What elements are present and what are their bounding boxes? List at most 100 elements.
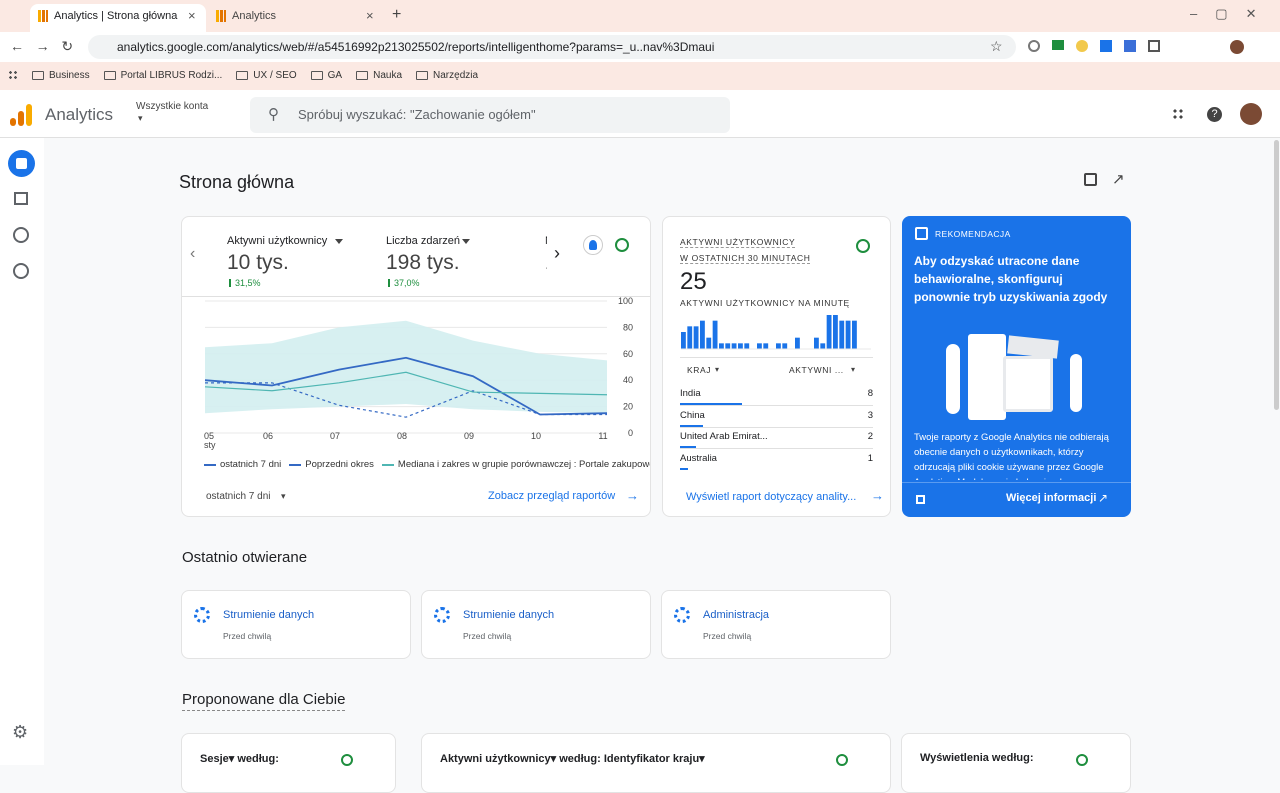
realtime-link[interactable]: Wyświetl raport dotyczący anality...	[686, 491, 857, 503]
metric-change: 31,5%	[235, 278, 261, 288]
insights-icon[interactable]: ↗	[1112, 171, 1125, 188]
reports-nav[interactable]	[14, 192, 28, 205]
advertising-nav[interactable]	[13, 263, 29, 279]
y-tick-label: 60	[623, 349, 633, 359]
up-arrow	[388, 279, 390, 287]
legend: ostatnich 7 dni Poprzedni okres Mediana i …	[204, 459, 650, 470]
metric-value: 198 tys.	[386, 251, 460, 274]
next-metrics[interactable]: ›	[554, 243, 560, 263]
bookmark-label[interactable]: Portal LIBRUS Rodzi...	[120, 69, 223, 81]
tab-active[interactable]	[30, 4, 206, 32]
overview-card: ‹ Aktywni użytkownicy 10 tys. 31,5% Liczba …	[181, 216, 651, 517]
recent-item-title[interactable]: Administracja	[703, 609, 770, 621]
bookmark-star[interactable]: ☆	[990, 38, 1003, 54]
bookmark[interactable]: UX / SEO	[236, 69, 297, 81]
rec-icon	[915, 227, 928, 240]
bookmark[interactable]: Portal LIBRUS Rodzi...	[103, 69, 223, 81]
address-bar[interactable]	[88, 35, 1016, 59]
recent-card[interactable]: Strumienie danych Przed chwilą	[421, 590, 651, 659]
avatar[interactable]	[1240, 103, 1262, 125]
gear-icon	[434, 607, 450, 623]
tab-title[interactable]: Analytics | Strona główna	[54, 10, 178, 22]
metric-value: 10 tys.	[227, 251, 289, 274]
suggested-card-title: Aktywni użytkownicy▾ według: Identyfikat…	[440, 753, 705, 765]
legend-item: Poprzedni okres	[289, 459, 374, 470]
col-country[interactable]: KRAJ	[687, 365, 712, 375]
link-arrow[interactable]: →	[871, 488, 884, 503]
suggested-card[interactable]: Wyświetlenia według:	[901, 733, 1131, 793]
search-box[interactable]	[250, 97, 730, 133]
country-users: 3	[867, 409, 873, 421]
suggested-card[interactable]: Sesje▾ według:	[181, 733, 396, 793]
metric-label[interactable]: Aktywni użytkownicy	[227, 235, 328, 247]
tab-close[interactable]: ×	[188, 8, 196, 23]
minute-bar	[776, 343, 781, 349]
bookmark[interactable]: Business	[32, 70, 90, 81]
link-arrow[interactable]: →	[626, 488, 639, 503]
recent-item-time: Przed chwilą	[703, 631, 752, 641]
account-selector[interactable]: Wszystkie konta	[136, 101, 209, 112]
tab-title[interactable]: Analytics	[232, 10, 277, 22]
profile[interactable]	[1230, 40, 1244, 54]
recent-item-title[interactable]: Strumienie danych	[463, 609, 555, 621]
metric-label[interactable]: Najważ	[545, 235, 547, 247]
bookmark-label[interactable]: Nauka	[373, 69, 403, 81]
bookmark[interactable]: GA	[310, 69, 343, 81]
external-icon[interactable]: ↗	[1098, 491, 1109, 505]
prev-metrics[interactable]: ‹	[190, 245, 196, 262]
minute-bar	[852, 320, 857, 349]
account-dropdown[interactable]: ▾	[138, 113, 143, 123]
settings-nav[interactable]: ⚙	[12, 722, 29, 742]
explore-nav[interactable]	[13, 227, 29, 243]
bookmark[interactable]: Nauka	[356, 70, 402, 81]
bookmark-label[interactable]: Business	[49, 69, 90, 81]
metric-label[interactable]: Liczba zdarzeń	[386, 235, 460, 247]
recent-item-title[interactable]: Strumienie danych	[223, 609, 315, 621]
tab-close[interactable]: ×	[366, 8, 374, 23]
country-users: 2	[867, 431, 873, 443]
customize-icon[interactable]	[1084, 173, 1097, 186]
folder-icon	[310, 70, 323, 80]
metric-dropdown[interactable]	[335, 239, 343, 248]
rec-label: REKOMENDACJA	[935, 229, 1011, 239]
recent-card[interactable]: Strumienie danych Przed chwilą	[181, 590, 411, 659]
nav-buttons[interactable]: ← → ↻	[10, 38, 74, 54]
col-users[interactable]: AKTYWNI ...	[789, 365, 844, 375]
col-dropdown[interactable]: ▾	[715, 365, 720, 374]
window-controls[interactable]: – ▢ ✕	[1190, 6, 1257, 21]
home-nav[interactable]	[8, 150, 35, 177]
minute-bar	[744, 343, 750, 349]
search-placeholder[interactable]: Spróbuj wyszukać: "Zachowanie ogółem"	[298, 107, 536, 122]
x-tick-label: 11	[598, 431, 607, 441]
rec-heading: Aby odzyskać utracone dane behawioralne,…	[914, 254, 1108, 304]
metric-dropdown[interactable]	[462, 239, 470, 248]
bookmark-label[interactable]: Narzędzia	[433, 69, 479, 81]
legend-item: ostatnich 7 dni	[204, 459, 281, 470]
legend-label: ostatnich 7 dni	[220, 459, 282, 470]
bookmark[interactable]: Narzędzia	[416, 70, 478, 81]
minute-bar	[712, 320, 718, 349]
help-icon[interactable]: ?	[1207, 107, 1222, 122]
apps-icon[interactable]	[1172, 108, 1185, 121]
recent-card[interactable]: Administracja Przed chwilą	[661, 590, 891, 659]
country-row[interactable]: India 8	[680, 385, 873, 406]
country-row[interactable]: China 3	[680, 407, 873, 428]
bookmark-label[interactable]: UX / SEO	[253, 69, 297, 81]
bookmark-label[interactable]: GA	[327, 69, 343, 81]
rec-link[interactable]: Więcej informacji	[1006, 492, 1097, 504]
reports-link[interactable]: Zobacz przegląd raportów	[488, 490, 616, 502]
benchmark-icon[interactable]	[583, 235, 603, 255]
country-row[interactable]: United Arab Emirat... 2	[680, 428, 873, 450]
new-tab[interactable]: +	[392, 6, 402, 23]
url[interactable]: analytics.google.com/analytics/web/#/a54…	[117, 40, 715, 54]
y-tick-label: 0	[628, 428, 633, 438]
folder-icon	[103, 70, 116, 80]
apps-shortcut	[8, 70, 18, 80]
suggested-card[interactable]: Aktywni użytkownicy▾ według: Identyfikat…	[421, 733, 891, 793]
expand-icon[interactable]	[916, 495, 925, 504]
minute-bar	[814, 337, 819, 349]
period-dropdown[interactable]: ▾	[281, 491, 286, 501]
period-selector[interactable]: ostatnich 7 dni	[206, 491, 271, 502]
country-row[interactable]: Australia 1	[680, 450, 873, 471]
col-dropdown[interactable]: ▾	[851, 365, 856, 374]
